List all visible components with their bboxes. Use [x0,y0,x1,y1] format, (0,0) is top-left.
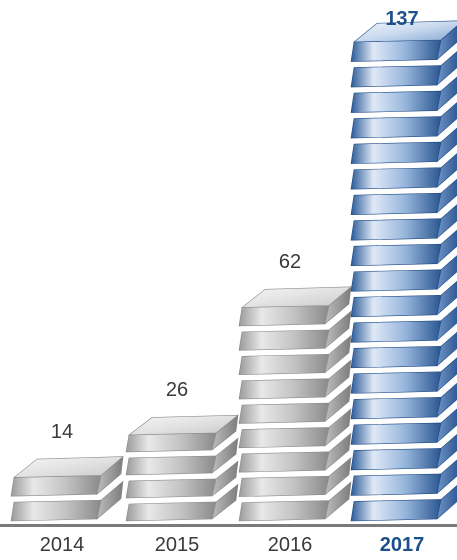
ingot-front [238,475,330,497]
ingot-front [350,397,442,420]
ingot-side [436,178,457,214]
ingot-front [238,353,330,375]
ingot-side [96,480,124,520]
ingot-top [128,414,239,436]
ingot-front [350,243,442,267]
ingot-side [436,51,457,86]
ingot-side [436,102,457,137]
ingot-front [350,473,442,496]
ingot-side [436,229,457,265]
ingot-front [350,218,442,241]
ingot-side [436,306,457,342]
ingot-top [13,456,124,478]
ingot-front [350,39,442,62]
value-label-2017: 137 [385,8,419,30]
ingot-front [350,422,442,445]
ingot-front [350,116,442,139]
ingot-front [350,65,442,88]
ingot-side [436,357,457,393]
ingot-front [238,305,330,327]
ingot-front [350,192,442,215]
ingot-side [324,432,352,472]
ingot-side [436,408,457,444]
ingot-side [324,383,352,423]
ingot-front [350,499,442,522]
ingot-side [324,334,352,374]
category-label-2014: 2014 [39,534,85,556]
bar-2017 [350,20,457,522]
bar-2014 [10,455,124,522]
value-label-2014: 14 [50,421,74,444]
value-label-2016: 62 [278,251,302,274]
ingot-side [211,483,239,520]
ingot-side [211,460,239,497]
ingot-side [436,153,457,188]
ingot-side [436,255,457,291]
ingot-front [238,402,330,424]
ingot-front [238,451,330,473]
ingot-side [324,408,352,447]
ingot-side [436,280,457,316]
bar-2016 [238,286,352,522]
ingot-top [241,286,352,308]
ingot-side [436,382,457,418]
ingot-side [324,359,352,398]
ingot-side [436,459,457,495]
ingot-side [436,127,457,163]
value-label-2015: 26 [165,379,189,402]
ingot-side [436,485,457,520]
ingot-front [238,500,330,522]
ingot-front [350,90,442,113]
ingot-side [436,433,457,469]
ingot-front [125,478,217,499]
ingot-side [436,76,457,112]
ingot-front [238,378,330,400]
ingot-front [10,475,102,497]
category-label-2016: 2016 [267,534,313,556]
ingot-front [238,427,330,449]
ingot-top [353,20,457,43]
ingot-front [125,501,217,522]
ingot-front [125,455,217,476]
ingot-side [211,437,239,474]
ingot-side [436,331,457,367]
category-label-2015: 2015 [154,534,200,556]
ingot-side [436,204,457,240]
x-axis-baseline [0,524,457,527]
ingot-front [125,432,217,453]
ingot-front [350,320,442,343]
ingot-side [324,310,352,350]
ingot-front [350,448,442,471]
ingot-side [324,456,352,496]
ingot-side [324,481,352,520]
ingot-side [436,25,457,61]
ingot-front [350,167,442,190]
ingot-front [350,346,442,369]
ingot-front [350,141,442,164]
category-label-2017: 2017 [379,534,425,556]
bars-layer [10,20,457,522]
ingot-front [10,499,102,522]
ingot-front [350,294,442,318]
ingot-front [350,371,442,394]
bar-2015 [125,414,239,522]
ingot-front [238,329,330,351]
ingot-front [350,269,442,292]
